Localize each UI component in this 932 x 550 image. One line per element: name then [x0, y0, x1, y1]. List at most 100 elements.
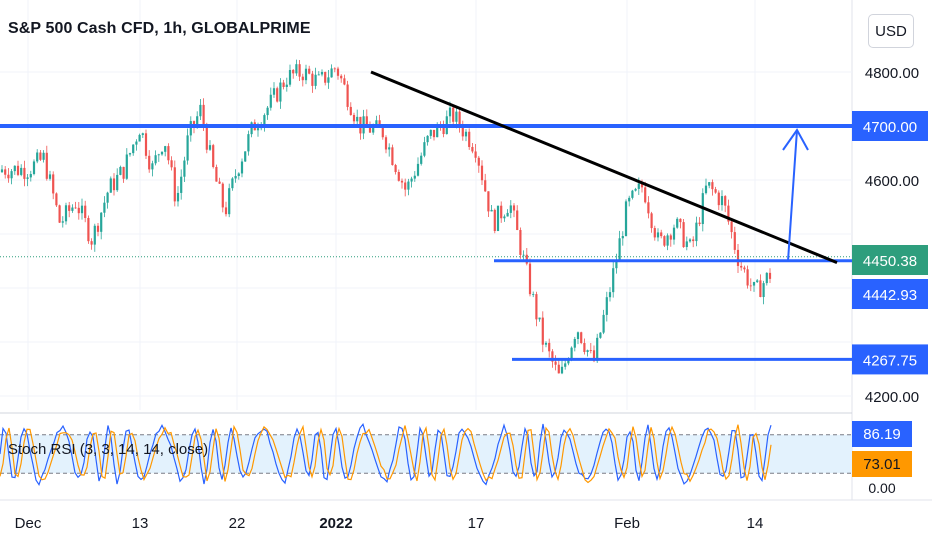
candle-body — [132, 144, 135, 154]
rsi-tick-label: 0.00 — [868, 480, 895, 496]
badge-4450-bg — [852, 245, 928, 275]
candle-body — [240, 161, 244, 174]
candle-body — [375, 120, 378, 127]
candle-body — [103, 202, 106, 213]
candle-body — [528, 263, 532, 295]
candle-body — [688, 239, 692, 242]
candle-body — [314, 74, 317, 86]
candle-body — [215, 166, 218, 182]
candle-body — [148, 155, 151, 170]
candle-body — [192, 121, 196, 126]
candle-body — [512, 205, 516, 211]
stoch-rsi-label: Stoch RSI (3, 3, 14, 14, close) — [8, 441, 209, 458]
candle-body — [714, 189, 717, 193]
candle-body — [160, 151, 164, 155]
candle-body — [765, 272, 768, 284]
badge-4267: 4267.75 — [863, 352, 917, 369]
candle-body — [10, 171, 13, 179]
candle-body — [224, 207, 228, 215]
price-tick-label: 4200.00 — [865, 389, 919, 406]
candle-body — [384, 137, 388, 150]
candle-body — [717, 192, 720, 206]
candle-body — [656, 232, 660, 238]
candle-body — [743, 267, 746, 270]
candle-body — [125, 154, 128, 179]
candle-body — [378, 120, 381, 127]
candle-body — [682, 222, 685, 248]
candle-body — [279, 82, 282, 102]
candle-body — [672, 227, 676, 240]
candle-body — [52, 174, 55, 194]
candle-body — [87, 217, 90, 242]
candle-body — [519, 230, 522, 255]
candle-body — [730, 221, 733, 233]
candle-body — [724, 196, 727, 206]
candle-body — [644, 187, 647, 203]
candle-body — [596, 337, 599, 362]
candle-body — [676, 218, 679, 228]
price-tick-label: 4600.00 — [865, 173, 919, 190]
candle-body — [231, 178, 234, 189]
currency-button[interactable]: USD — [868, 14, 914, 48]
candle-body — [404, 182, 407, 190]
candle-body — [391, 147, 394, 166]
candle-body — [304, 68, 308, 81]
candle-body — [320, 71, 324, 75]
candle-body — [618, 238, 621, 261]
trendline — [370, 70, 838, 265]
candle-body — [80, 205, 84, 214]
candle-body — [490, 209, 493, 212]
candle-body — [234, 175, 237, 179]
candle-body — [135, 141, 138, 145]
candle-body — [474, 151, 477, 158]
candle-body — [365, 116, 368, 127]
candle-body — [586, 350, 589, 352]
candle-body — [516, 210, 519, 231]
candle-body — [13, 165, 16, 172]
candle-body — [368, 126, 372, 133]
candle-body — [269, 94, 272, 108]
candle-body — [381, 126, 384, 138]
candle-body — [560, 366, 564, 374]
candle-body — [327, 77, 330, 83]
time-axis[interactable]: Dec 13 22 2022 17 Feb 14 — [15, 515, 764, 532]
candle-body — [29, 174, 32, 178]
candle-body — [288, 69, 292, 85]
candle-body — [196, 116, 199, 126]
candle-body — [170, 160, 173, 168]
candle-body — [346, 84, 349, 107]
candle-body — [189, 121, 192, 136]
candle-body — [221, 183, 224, 208]
candle-body — [343, 78, 346, 85]
candle-body — [138, 134, 141, 142]
candle-body — [157, 154, 160, 156]
candle-body — [388, 147, 391, 150]
badge-4450: 4450.38 — [863, 253, 917, 270]
candle-body — [768, 272, 772, 279]
candle-body — [544, 342, 548, 345]
candle-body — [48, 174, 52, 179]
candle-body — [698, 222, 701, 225]
candle-body — [653, 228, 656, 238]
candle-body — [244, 151, 247, 162]
candle-body — [602, 314, 605, 333]
candle-body — [484, 180, 487, 192]
candle-body — [311, 73, 314, 86]
price-axis[interactable]: 4200.00 4600.00 4800.00 4700.00 4450.38 4442.… — [852, 65, 928, 496]
candle-body — [567, 359, 570, 364]
candle-body — [410, 178, 413, 182]
candle-body — [90, 241, 93, 245]
candle-body — [100, 212, 103, 232]
candle-body — [455, 111, 458, 122]
candle-body — [173, 167, 176, 202]
candle-body — [317, 74, 320, 76]
candle-body — [237, 173, 240, 176]
candle-body — [58, 205, 61, 223]
candle-body — [762, 283, 765, 298]
candle-body — [154, 155, 157, 164]
candle-body — [608, 292, 612, 298]
candle-body — [372, 126, 375, 133]
candle-body — [228, 188, 231, 215]
time-tick-label: 13 — [132, 515, 149, 532]
